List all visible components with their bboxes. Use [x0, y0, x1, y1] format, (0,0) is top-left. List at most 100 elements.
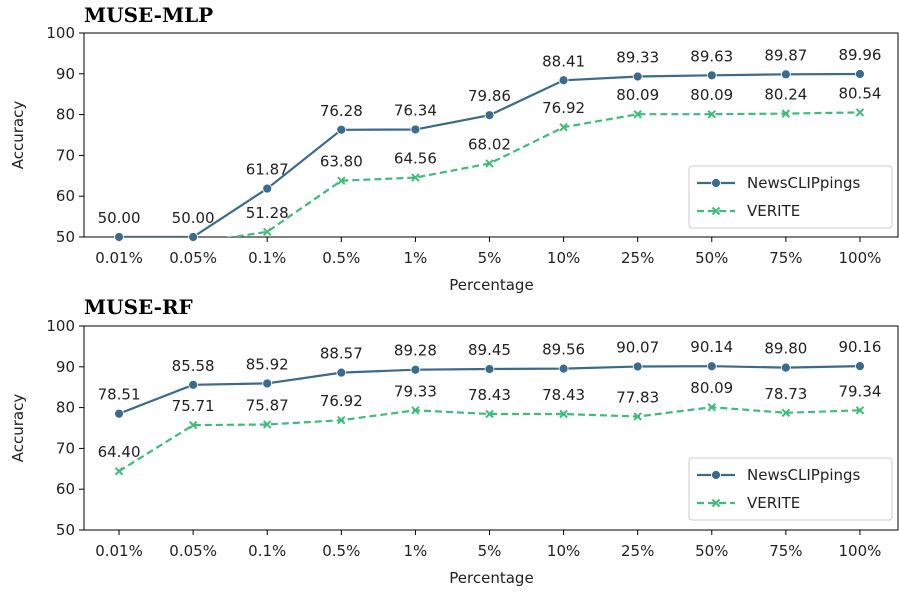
data-label: 78.43: [468, 386, 511, 404]
x-tick-label: 5%: [478, 542, 502, 560]
data-point: [559, 122, 568, 132]
data-label: 80.09: [616, 86, 659, 104]
legend-marker: [711, 498, 721, 508]
data-label: 64.40: [98, 443, 141, 461]
chart-1: MUSE-MLP 50 60 70 80 90 100 0.01% 0.05% 0.1% 0.5% 1…: [9, 3, 899, 294]
data-point: [781, 109, 791, 118]
data-point: [337, 176, 346, 185]
data-point: [114, 467, 124, 476]
x-tick-label: 0.5%: [322, 249, 360, 267]
x-tick-label: 0.5%: [322, 542, 360, 560]
data-point: [114, 408, 124, 419]
data-label: 88.57: [320, 345, 363, 363]
data-label: 89.28: [394, 342, 437, 360]
data-label: 76.34: [394, 102, 437, 120]
data-point: [855, 108, 865, 117]
data-point: [484, 110, 495, 121]
y-tick-label: 100: [46, 317, 75, 335]
data-point: [558, 75, 569, 86]
data-point: [485, 159, 494, 168]
data-point: [263, 420, 272, 429]
x-tick-label: 50%: [695, 542, 728, 560]
data-point: [780, 362, 791, 373]
legend: NewsCLIPpings VERITE: [688, 165, 893, 229]
data-point: [263, 227, 272, 236]
legend-label: NewsCLIPpings: [747, 174, 861, 192]
data-label: 89.80: [764, 340, 807, 358]
data-label: 75.87: [246, 396, 289, 414]
y-tick-label: 90: [56, 358, 75, 376]
legend-label: NewsCLIPpings: [747, 466, 861, 484]
data-label: 85.58: [172, 357, 215, 375]
data-point: [484, 364, 495, 374]
data-point: [855, 361, 865, 372]
data-label: 79.33: [394, 382, 437, 400]
chart-title: MUSE-RF: [84, 295, 193, 319]
series-line-verite: [118, 406, 861, 473]
data-label: 80.54: [838, 84, 881, 102]
y-tick-label: 80: [56, 399, 75, 417]
data-point: [188, 420, 198, 430]
data-point: [188, 232, 199, 242]
y-tick-label: 60: [56, 187, 75, 205]
data-point: [559, 409, 568, 419]
data-label: 89.87: [764, 46, 807, 64]
data-point: [188, 379, 199, 390]
x-tick-label: 100%: [839, 249, 882, 267]
data-label: 80.24: [764, 86, 807, 104]
x-tick-label: 100%: [839, 542, 882, 560]
data-label: 79.86: [468, 87, 511, 105]
data-label: 79.34: [838, 382, 881, 400]
x-tick-label: 25%: [621, 542, 654, 560]
data-label: 75.71: [172, 397, 215, 415]
data-label: 51.28: [246, 204, 289, 222]
x-axis-label: Percentage: [449, 276, 533, 294]
data-point: [410, 124, 421, 135]
data-point: [262, 378, 273, 389]
data-label: 90.14: [690, 338, 733, 356]
data-point: [707, 403, 716, 412]
data-label: 88.41: [542, 52, 585, 70]
y-tick-label: 100: [46, 24, 75, 42]
data-point: [485, 409, 494, 419]
x-tick-label: 10%: [547, 249, 580, 267]
y-tick-label: 50: [56, 521, 75, 539]
data-label: 50.00: [98, 209, 141, 227]
data-point: [855, 406, 865, 415]
data-point: [707, 110, 716, 119]
legend-box: [688, 165, 893, 229]
data-point: [558, 363, 569, 374]
x-tick-label: 50%: [695, 249, 728, 267]
y-tick-label: 60: [56, 480, 75, 498]
data-label: 76.92: [542, 99, 585, 117]
x-tick-label: 0.05%: [169, 542, 217, 560]
y-tick-label: 90: [56, 65, 75, 83]
data-point: [410, 364, 421, 375]
data-point: [706, 361, 717, 372]
x-tick-label: 75%: [769, 249, 802, 267]
data-label: 90.16: [838, 338, 881, 356]
x-tick-label: 5%: [478, 249, 502, 267]
x-tick-label: 0.01%: [95, 542, 143, 560]
data-label: 89.45: [468, 341, 511, 359]
data-point: [855, 69, 865, 79]
x-tick-label: 0.01%: [95, 249, 143, 267]
x-tick-label: 0.1%: [248, 249, 286, 267]
plot-frame: [83, 325, 899, 531]
data-label: 76.92: [320, 392, 363, 410]
data-label: 89.63: [690, 47, 733, 65]
x-axis-label: Percentage: [449, 569, 533, 587]
x-tick-label: 0.05%: [169, 249, 217, 267]
legend-box: [688, 457, 893, 521]
data-label: 76.28: [320, 102, 363, 120]
legend: NewsCLIPpings VERITE: [688, 457, 893, 521]
data-point: [336, 124, 347, 135]
data-point: [411, 173, 420, 182]
data-label: 78.51: [98, 386, 141, 404]
data-label: 77.83: [616, 388, 659, 406]
chart-title: MUSE-MLP: [84, 3, 213, 27]
y-axis-label: Accuracy: [9, 101, 27, 170]
x-tick-label: 75%: [769, 542, 802, 560]
data-label: 89.56: [542, 341, 585, 359]
